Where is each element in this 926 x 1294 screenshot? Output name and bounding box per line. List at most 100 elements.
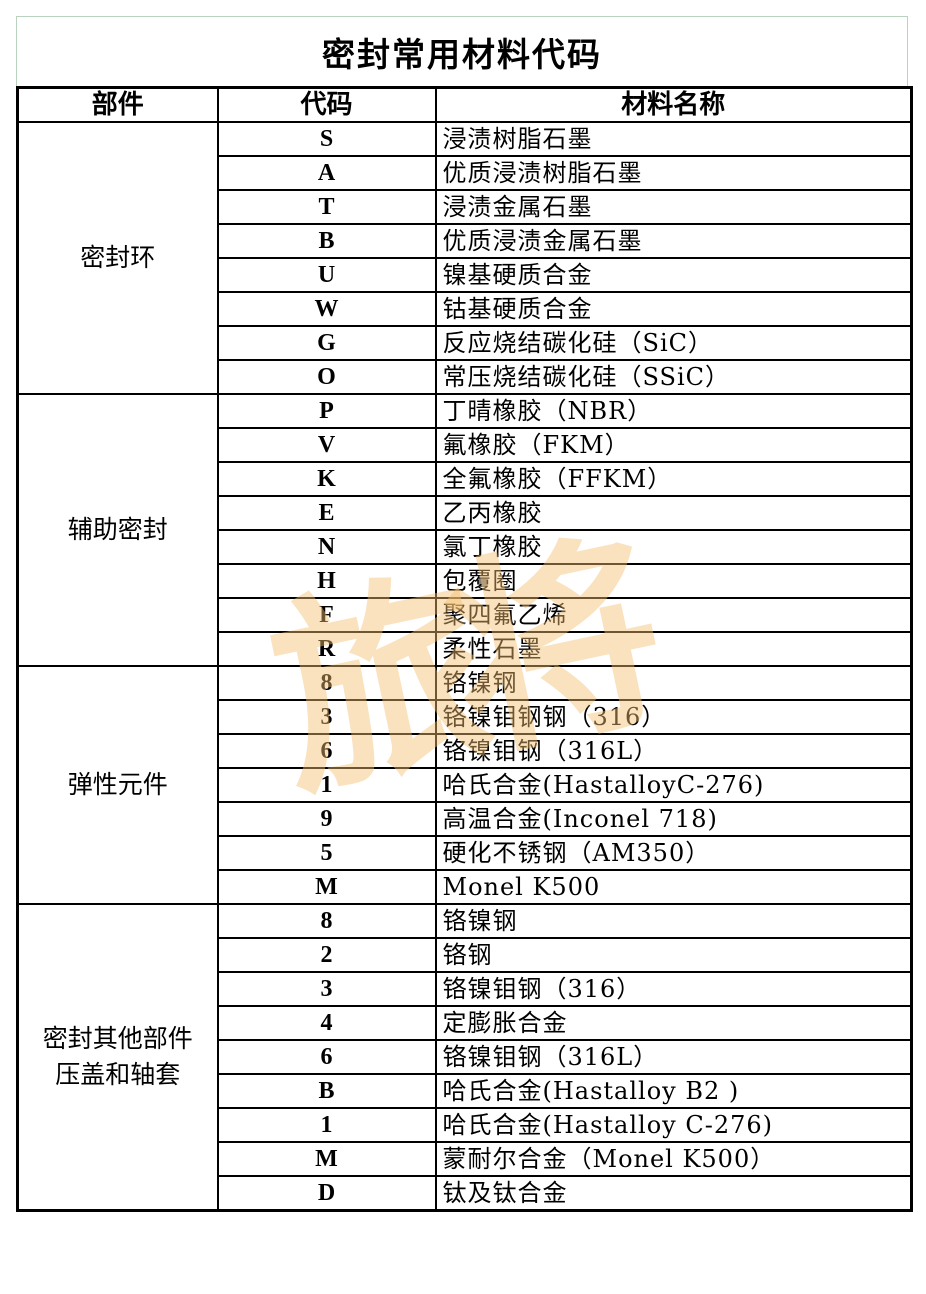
- material-name-cell: 优质浸渍树脂石墨: [434, 155, 913, 191]
- table-row: 2 铬钢: [18, 937, 913, 973]
- material-name-cell: 哈氏合金(Hastalloy C-276): [434, 1107, 913, 1143]
- material-name-cell: 铬镍钼钢（316L）: [434, 1039, 913, 1075]
- material-name-cell: 铬镍钢: [434, 665, 913, 701]
- code-cell: P: [216, 393, 437, 429]
- table-row: 1 哈氏合金(HastalloyC-276): [18, 767, 913, 803]
- material-name-cell: 聚四氟乙烯: [434, 597, 913, 633]
- material-name-cell: 哈氏合金(HastalloyC-276): [434, 767, 913, 803]
- code-cell: 8: [216, 665, 437, 701]
- code-cell: B: [216, 223, 437, 259]
- header-part: 部件: [16, 86, 219, 123]
- material-name-cell: 镍基硬质合金: [434, 257, 913, 293]
- code-cell: K: [216, 461, 437, 497]
- table-row: 弹性元件 8 铬镍钢: [16, 665, 913, 905]
- code-cell: G: [216, 325, 437, 361]
- table-row: R 柔性石墨: [18, 631, 913, 667]
- part-cell: 密封环: [16, 121, 219, 395]
- header-code: 代码: [216, 86, 437, 123]
- code-cell: H: [216, 563, 437, 599]
- material-name-cell: 铬镍钢: [434, 903, 913, 939]
- table-row: 5 硬化不锈钢（AM350）: [18, 835, 913, 871]
- part-cell: 密封其他部件 压盖和轴套: [16, 903, 219, 1212]
- code-cell: V: [216, 427, 437, 463]
- table-row: H 包覆圈: [18, 563, 913, 599]
- code-cell: R: [216, 631, 437, 667]
- table-row: 3 铬镍钼钢（316）: [18, 971, 913, 1007]
- material-name-cell: Monel K500: [434, 869, 913, 905]
- code-cell: T: [216, 189, 437, 225]
- code-cell: 8: [216, 903, 437, 939]
- table-row: K 全氟橡胶（FFKM）: [18, 461, 913, 497]
- table-row: B 优质浸渍金属石墨: [18, 223, 913, 259]
- material-name-cell: 铬镍钼钢钢（316）: [434, 699, 913, 735]
- table-row: 辅助密封 P 丁晴橡胶（NBR）: [16, 393, 913, 667]
- code-cell: 6: [216, 733, 437, 769]
- table-row: 9 高温合金(Inconel 718): [18, 801, 913, 837]
- material-name-cell: 全氟橡胶（FFKM）: [434, 461, 913, 497]
- table-row: 6 铬镍钼钢（316L）: [18, 733, 913, 769]
- code-cell: 3: [216, 971, 437, 1007]
- code-cell: 1: [216, 767, 437, 803]
- code-cell: 9: [216, 801, 437, 837]
- code-cell: O: [216, 359, 437, 395]
- material-name-cell: 钛及钛合金: [434, 1175, 913, 1212]
- code-cell: N: [216, 529, 437, 565]
- table-row: W 钴基硬质合金: [18, 291, 913, 327]
- table-row: G 反应烧结碳化硅（SiC）: [18, 325, 913, 361]
- material-name-cell: 氟橡胶（FKM）: [434, 427, 913, 463]
- code-cell: S: [216, 121, 437, 157]
- code-cell: 2: [216, 937, 437, 973]
- material-name-cell: 柔性石墨: [434, 631, 913, 667]
- code-cell: 1: [216, 1107, 437, 1143]
- material-name-cell: 乙丙橡胶: [434, 495, 913, 531]
- table-row: N 氯丁橡胶: [18, 529, 913, 565]
- material-name-cell: 硬化不锈钢（AM350）: [434, 835, 913, 871]
- code-cell: 5: [216, 835, 437, 871]
- material-name-cell: 丁晴橡胶（NBR）: [434, 393, 913, 429]
- table-row: M 蒙耐尔合金（Monel K500）: [18, 1141, 913, 1177]
- table-row: V 氟橡胶（FKM）: [18, 427, 913, 463]
- table-row: T 浸渍金属石墨: [18, 189, 913, 225]
- code-cell: M: [216, 1141, 437, 1177]
- table-row: A 优质浸渍树脂石墨: [18, 155, 913, 191]
- header-material-name: 材料名称: [434, 86, 913, 123]
- table-title: 密封常用材料代码: [16, 16, 908, 86]
- material-name-cell: 浸渍树脂石墨: [434, 121, 913, 157]
- table-row: B 哈氏合金(Hastalloy B2 ): [18, 1073, 913, 1109]
- table-row: O 常压烧结碳化硅（SSiC）: [18, 359, 913, 395]
- table-row: U 镍基硬质合金: [18, 257, 913, 293]
- material-name-cell: 优质浸渍金属石墨: [434, 223, 913, 259]
- table-row: 密封其他部件 压盖和轴套 8 铬镍钢: [16, 903, 913, 1212]
- table-row: 4 定膨胀合金: [18, 1005, 913, 1041]
- material-name-cell: 常压烧结碳化硅（SSiC）: [434, 359, 913, 395]
- header-row: 部件 代码 材料名称: [16, 86, 913, 123]
- material-name-cell: 哈氏合金(Hastalloy B2 ): [434, 1073, 913, 1109]
- material-name-cell: 铬镍钼钢（316）: [434, 971, 913, 1007]
- material-name-cell: 铬镍钼钢（316L）: [434, 733, 913, 769]
- code-cell: W: [216, 291, 437, 327]
- table-row: 密封环 S 浸渍树脂石墨: [16, 121, 913, 395]
- material-name-cell: 包覆圈: [434, 563, 913, 599]
- table-row: 6 铬镍钼钢（316L）: [18, 1039, 913, 1075]
- material-name-cell: 定膨胀合金: [434, 1005, 913, 1041]
- table-row: D 钛及钛合金: [18, 1175, 913, 1212]
- part-cell: 弹性元件: [16, 665, 219, 905]
- material-name-cell: 钴基硬质合金: [434, 291, 913, 327]
- code-cell: 3: [216, 699, 437, 735]
- code-cell: 6: [216, 1039, 437, 1075]
- material-name-cell: 铬钢: [434, 937, 913, 973]
- material-name-cell: 高温合金(Inconel 718): [434, 801, 913, 837]
- material-name-cell: 氯丁橡胶: [434, 529, 913, 565]
- table-body: 密封环 S 浸渍树脂石墨 A 优质浸渍树脂石墨 T 浸渍金属石墨 B 优质浸渍金属石墨 U 镍基硬质…: [16, 121, 913, 1212]
- table-row: E 乙丙橡胶: [18, 495, 913, 531]
- table-row: M Monel K500: [18, 869, 913, 905]
- table-row: 3 铬镍钼钢钢（316）: [18, 699, 913, 735]
- code-cell: E: [216, 495, 437, 531]
- material-name-cell: 蒙耐尔合金（Monel K500）: [434, 1141, 913, 1177]
- code-cell: U: [216, 257, 437, 293]
- code-cell: B: [216, 1073, 437, 1109]
- table-row: 1 哈氏合金(Hastalloy C-276): [18, 1107, 913, 1143]
- table-row: F 聚四氟乙烯: [18, 597, 913, 633]
- material-name-cell: 浸渍金属石墨: [434, 189, 913, 225]
- code-cell: A: [216, 155, 437, 191]
